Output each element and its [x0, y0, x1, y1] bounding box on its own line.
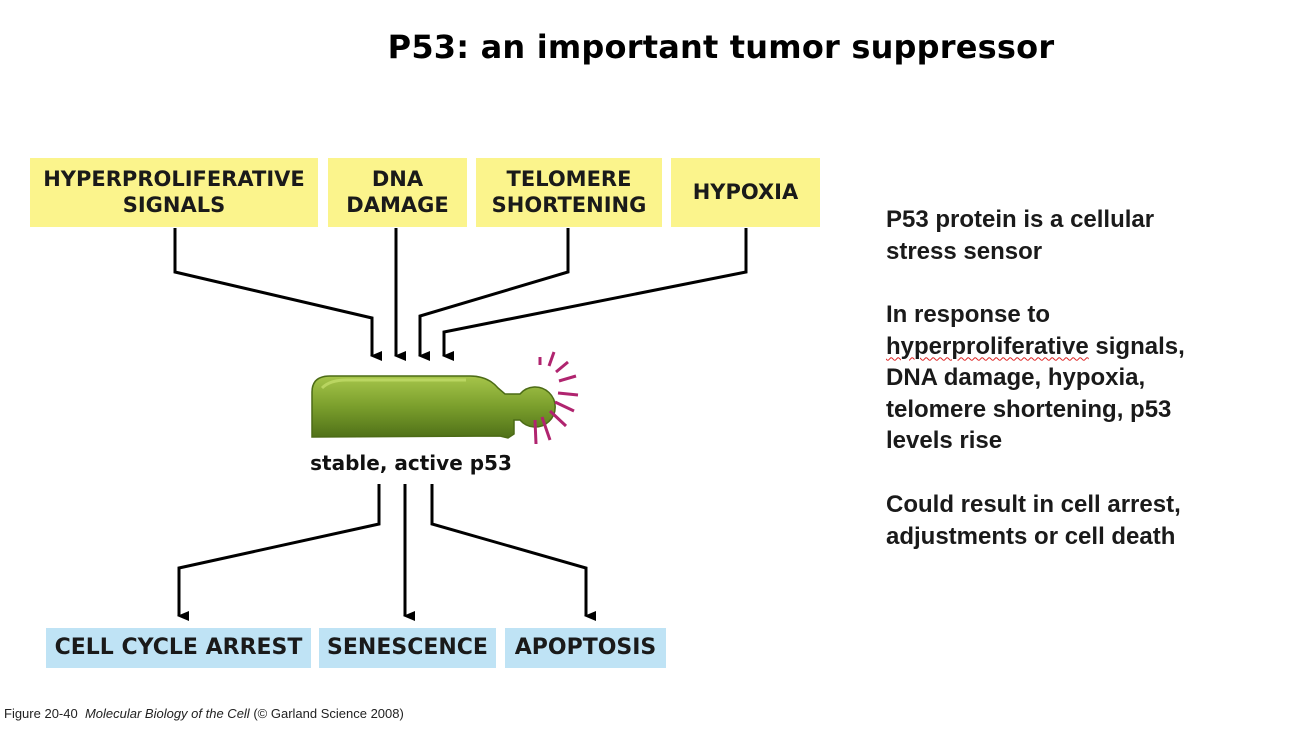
side-paragraph-outcomes: Could result in cell arrest, adjustments…: [886, 489, 1181, 552]
p53-protein-icon: [311, 375, 556, 439]
activity-spark-icon: [533, 351, 579, 445]
arrow-cell-cycle-arrest: [177, 484, 381, 621]
stimulus-label-line2: SIGNALS: [122, 192, 226, 217]
stimulus-label-line1: HYPOXIA: [692, 179, 799, 204]
side-text-line: P53 protein is a cellular: [886, 206, 1155, 233]
caption-book: Molecular Biology of the Cell: [84, 706, 250, 721]
outcome-box-apoptosis: APOPTOSIS: [505, 628, 666, 668]
figure-caption: Figure 20-40 Molecular Biology of the Ce…: [4, 706, 404, 721]
stimulus-label-line2: SHORTENING: [491, 192, 647, 217]
side-paragraph-response: In response to hyperproliferative signal…: [886, 299, 1185, 457]
arrow-hyperproliferative: [173, 228, 382, 361]
side-text-line: Could result in cell arrest,: [886, 491, 1181, 518]
arrow-telomere: [418, 228, 570, 361]
spellcheck-word: hyperproliferative: [886, 332, 1089, 360]
side-text-fragment: signals,: [1088, 332, 1185, 360]
stimulus-label-line1: TELOMERE: [506, 167, 632, 192]
side-text-line: telomere shortening, p53: [886, 395, 1172, 423]
input-arrows: [173, 228, 748, 361]
side-text-line: levels rise: [886, 427, 1003, 454]
stimulus-label-line1: DNA: [371, 167, 424, 192]
caption-figure: Figure 20-40: [4, 706, 78, 721]
side-text-line: DNA damage, hypoxia,: [886, 364, 1146, 391]
stimulus-label-line1: HYPERPROLIFERATIVE: [43, 167, 305, 192]
caption-credit: (© Garland Science 2008): [253, 706, 404, 721]
slide-title: P53: an important tumor suppressor: [387, 28, 1055, 66]
outcome-label: APOPTOSIS: [514, 634, 657, 660]
side-text-line: hyperproliferative signals,: [886, 331, 1185, 363]
stimulus-label-line2: DAMAGE: [346, 192, 449, 217]
stimulus-box-dna-damage: DNA DAMAGE: [328, 158, 467, 227]
side-text-line: stress sensor: [886, 237, 1043, 265]
outcome-box-cell-cycle-arrest: CELL CYCLE ARREST: [46, 628, 311, 668]
side-text-line: In response to: [886, 301, 1051, 328]
output-arrows: [177, 484, 596, 621]
outcome-label: CELL CYCLE ARREST: [54, 634, 303, 660]
outcome-label: SENESCENCE: [327, 634, 488, 660]
outcome-box-senescence: SENESCENCE: [319, 628, 496, 668]
side-paragraph-stress-sensor: P53 protein is a cellular stress sensor: [886, 204, 1154, 267]
p53-label: stable, active p53: [310, 451, 512, 475]
stimulus-box-telomere-shortening: TELOMERE SHORTENING: [476, 158, 662, 227]
arrow-hypoxia: [442, 228, 748, 361]
arrow-apoptosis: [430, 484, 596, 621]
side-text-line: adjustments or cell death: [886, 522, 1176, 550]
stimulus-box-hypoxia: HYPOXIA: [671, 158, 820, 227]
stimulus-box-hyperproliferative: HYPERPROLIFERATIVE SIGNALS: [30, 158, 318, 227]
